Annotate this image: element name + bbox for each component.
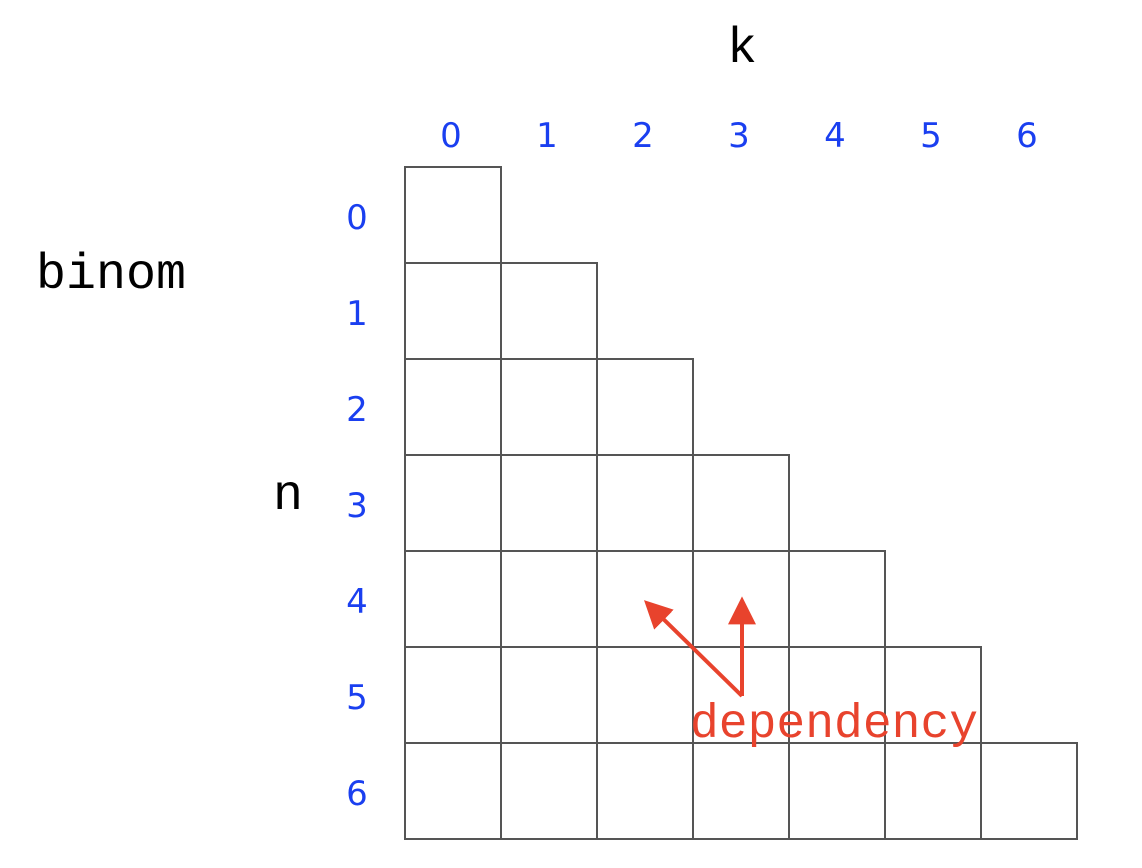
table-cell bbox=[596, 742, 694, 840]
row-index-label: 3 bbox=[346, 486, 368, 526]
table-cell bbox=[596, 358, 694, 456]
table-cell bbox=[692, 742, 790, 840]
dependency-annotation: dependency bbox=[643, 596, 978, 752]
column-index-label: 6 bbox=[1016, 116, 1038, 156]
table-cell bbox=[884, 742, 982, 840]
row-index-label: 0 bbox=[346, 198, 368, 238]
dependency-label: dependency bbox=[690, 698, 978, 752]
table-cell bbox=[404, 550, 502, 648]
table-cell bbox=[692, 454, 790, 552]
table-cell bbox=[404, 262, 502, 360]
column-index-label: 2 bbox=[632, 116, 654, 156]
table-cell bbox=[500, 454, 598, 552]
table-cell bbox=[596, 454, 694, 552]
table-cell bbox=[980, 742, 1078, 840]
table-cell bbox=[500, 550, 598, 648]
row-index-label: 4 bbox=[346, 582, 368, 622]
row-axis-label: n bbox=[273, 468, 303, 525]
row-index-labels: 0 1 2 3 4 5 6 bbox=[346, 198, 368, 814]
table-cell bbox=[404, 646, 502, 744]
table-cell bbox=[500, 646, 598, 744]
table-cells bbox=[404, 166, 1078, 840]
table-cell bbox=[404, 454, 502, 552]
column-index-label: 1 bbox=[536, 116, 558, 156]
column-index-label: 3 bbox=[728, 116, 750, 156]
table-name-label: binom bbox=[36, 247, 186, 304]
table-cell bbox=[788, 742, 886, 840]
row-index-label: 2 bbox=[346, 390, 368, 430]
table-cell bbox=[596, 646, 694, 744]
column-index-label: 0 bbox=[440, 116, 462, 156]
column-index-labels: 0 1 2 3 4 5 6 bbox=[440, 116, 1038, 156]
table-cell bbox=[404, 742, 502, 840]
table-cell bbox=[788, 550, 886, 648]
table-cell bbox=[500, 262, 598, 360]
table-cell bbox=[404, 166, 502, 264]
dependency-arrow-diagonal bbox=[643, 600, 744, 698]
row-index-label: 1 bbox=[346, 294, 368, 334]
column-index-label: 4 bbox=[824, 116, 846, 156]
row-index-label: 5 bbox=[346, 678, 368, 718]
table-cell bbox=[404, 358, 502, 456]
table-cell bbox=[500, 742, 598, 840]
column-axis-label: k bbox=[727, 21, 757, 78]
table-cell bbox=[500, 358, 598, 456]
column-index-label: 5 bbox=[920, 116, 942, 156]
row-index-label: 6 bbox=[346, 774, 368, 814]
